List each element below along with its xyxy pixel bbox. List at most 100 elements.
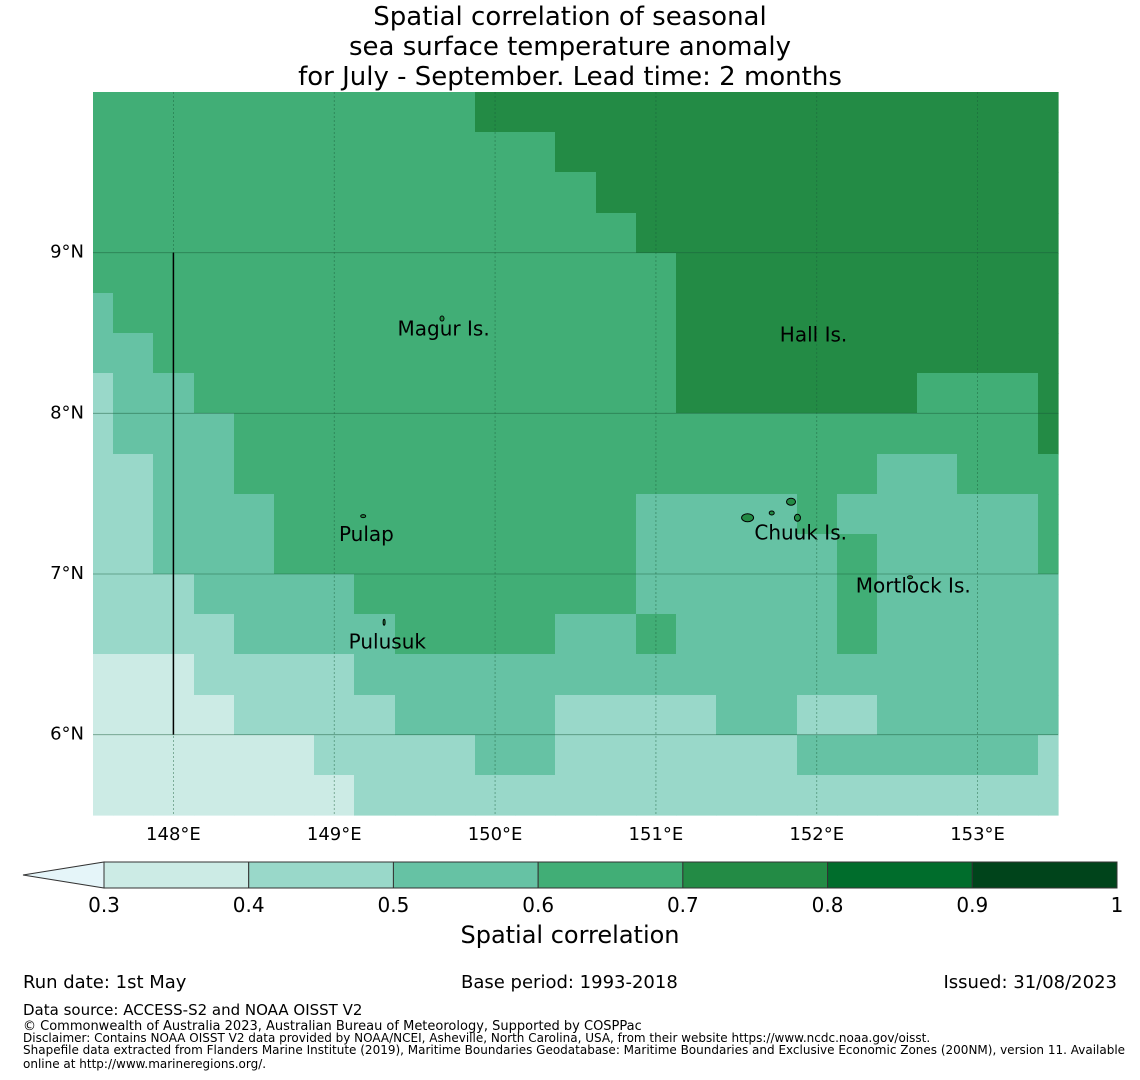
heatmap-cell [917, 534, 958, 575]
heatmap-cell [274, 293, 315, 334]
heatmap-cell [354, 494, 396, 535]
shapefile-credit-line-1: Shapefile data extracted from Flanders M… [23, 1043, 1126, 1057]
heatmap-cell [596, 373, 637, 414]
heatmap-cell [917, 654, 958, 696]
heatmap-cell [676, 735, 717, 776]
heatmap-cell [515, 534, 556, 575]
heatmap-cell [837, 775, 878, 816]
heatmap-cell [555, 172, 597, 214]
heatmap-cell [1038, 373, 1059, 414]
heatmap-cell [917, 775, 958, 816]
heatmap-cell [555, 333, 597, 374]
heatmap-cell [354, 132, 396, 173]
heatmap-cell [555, 413, 597, 455]
heatmap-cell [797, 654, 838, 696]
heatmap-cell [515, 695, 556, 736]
heatmap-cell [515, 373, 556, 414]
colorbar: 0.3 0.4 0.5 0.6 0.7 0.8 0.9 1 [22, 861, 1123, 917]
heatmap-cell [435, 695, 476, 736]
island-outline [793, 513, 801, 522]
heatmap-cell [515, 253, 556, 294]
heatmap-cell [877, 373, 918, 414]
heatmap-cell [194, 413, 235, 455]
heatmap-cell [354, 654, 396, 696]
heatmap-cell [877, 614, 918, 655]
heatmap-cell [274, 413, 315, 455]
heatmap-cell [676, 574, 717, 615]
heatmap-cell [395, 213, 436, 254]
heatmap-cell [435, 574, 476, 615]
heatmap-cell [395, 574, 436, 615]
heatmap-cell [395, 494, 436, 535]
heatmap-cell [797, 172, 838, 214]
heatmap-cell [194, 92, 235, 133]
heatmap-cell [515, 333, 556, 374]
heatmap-cell [676, 775, 717, 816]
x-tick-label: 150°E [468, 824, 523, 845]
x-tick-label: 151°E [629, 824, 684, 845]
heatmap-cell [113, 413, 154, 455]
colorbar-tick-label: 0.3 [88, 893, 120, 917]
heatmap-cell [756, 253, 798, 294]
heatmap-cell [998, 333, 1039, 374]
heatmap-cell [274, 373, 315, 414]
heatmap-cell [877, 695, 918, 736]
heatmap-cell [797, 735, 838, 776]
heatmap-cell [756, 333, 798, 374]
heatmap-cell [1038, 213, 1059, 254]
place-label: Hall Is. [780, 323, 847, 347]
heatmap-cell [395, 132, 436, 173]
heatmap-cell [435, 534, 476, 575]
island-outline [768, 510, 775, 516]
heatmap-cell [113, 333, 154, 374]
heatmap-cell [998, 614, 1039, 655]
heatmap-cell [917, 172, 958, 214]
heatmap-cell [113, 614, 154, 655]
heatmap-cell [515, 92, 556, 133]
heatmap-cell [716, 775, 757, 816]
heatmap-cell [234, 775, 275, 816]
heatmap-cell [395, 92, 436, 133]
heatmap-cell [234, 132, 275, 173]
heatmap-cell [797, 132, 838, 173]
heatmap-cell [113, 293, 154, 334]
shapefile-credit-line-2: online at http://www.marineregions.org/. [23, 1057, 267, 1071]
heatmap-cell [274, 132, 315, 173]
heatmap-cell [435, 293, 476, 334]
heatmap-cell [194, 373, 235, 414]
heatmap-cell [917, 614, 958, 655]
heatmap-cell [113, 172, 154, 214]
heatmap-cell [234, 494, 275, 535]
heatmap-cell [998, 454, 1039, 495]
island-outline [907, 575, 914, 580]
x-tick-label: 149°E [307, 824, 362, 845]
heatmap-cell [756, 293, 798, 334]
place-label: Mortlock Is. [856, 573, 971, 597]
y-tick-label: 6°N [50, 724, 84, 745]
heatmap-cell [555, 614, 597, 655]
heatmap-cell [998, 775, 1039, 816]
heatmap-cell [395, 695, 436, 736]
heatmap-cell [435, 735, 476, 776]
heatmap-cell [877, 213, 918, 254]
heatmap-cell [1038, 253, 1059, 294]
heatmap-cell [756, 614, 798, 655]
heatmap-cell [234, 654, 275, 696]
heatmap-cell [676, 494, 717, 535]
heatmap-cell [515, 775, 556, 816]
heatmap-cell [756, 132, 798, 173]
heatmap-cell [676, 413, 717, 455]
heatmap-cell [676, 253, 717, 294]
heatmap-cell [837, 534, 878, 575]
heatmap-cell [113, 494, 154, 535]
heatmap-cell [93, 413, 114, 455]
heatmap-cell [113, 574, 154, 615]
heatmap-cell [555, 534, 597, 575]
heatmap-cell [234, 454, 275, 495]
heatmap-cell [837, 614, 878, 655]
heatmap-cell [877, 92, 918, 133]
heatmap-cell [877, 574, 918, 615]
heatmap-cell [756, 213, 798, 254]
colorbar-tick-label: 0.9 [956, 893, 988, 917]
heatmap-cell [113, 92, 154, 133]
